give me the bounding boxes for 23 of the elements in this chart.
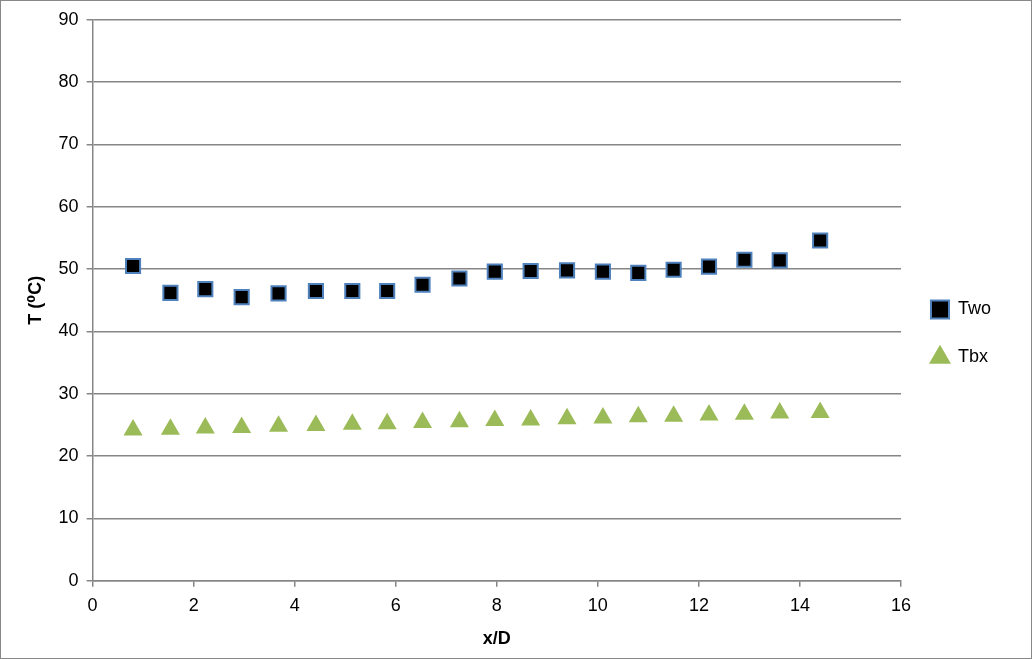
y-axis-title: T (⁰C): [24, 275, 45, 325]
y-tick-label: 80: [58, 71, 79, 92]
x-axis-title: x/D: [482, 628, 511, 649]
y-tick-label: 0: [68, 569, 79, 590]
y-tick-label: 70: [58, 133, 79, 154]
x-tick-label: 6: [390, 594, 401, 615]
y-tick-label: 40: [58, 320, 79, 341]
x-tick-label: 16: [890, 594, 911, 615]
legend-label: Two: [957, 298, 991, 319]
x-tick-label: 14: [789, 594, 810, 615]
y-tick-label: 60: [58, 195, 79, 216]
x-tick-label: 10: [587, 594, 608, 615]
y-tick-label: 20: [58, 445, 79, 466]
legend-label: Tbx: [957, 346, 988, 367]
y-tick-label: 50: [58, 258, 79, 279]
y-tick-label: 10: [58, 507, 79, 528]
x-tick-label: 4: [289, 594, 300, 615]
y-tick-label: 90: [58, 8, 79, 29]
x-tick-label: 8: [491, 594, 502, 615]
x-tick-label: 0: [87, 594, 98, 615]
x-tick-label: 12: [688, 594, 709, 615]
x-tick-label: 2: [188, 594, 199, 615]
y-tick-label: 30: [58, 382, 79, 403]
